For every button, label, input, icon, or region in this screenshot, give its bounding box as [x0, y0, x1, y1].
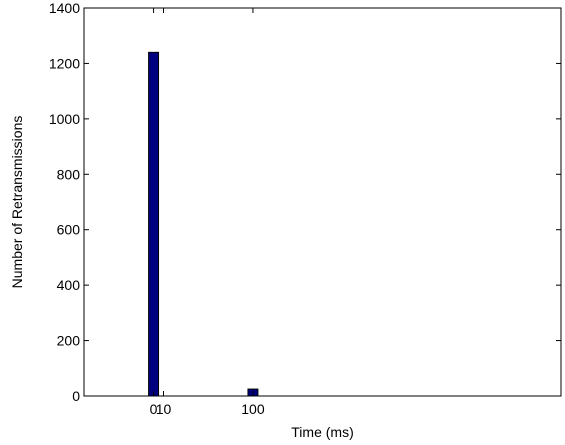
y-tick-label: 400 — [57, 277, 81, 293]
y-axis: 0 200 400 600 800 1000 1200 1400 — [49, 0, 561, 404]
plot-area — [83, 7, 562, 397]
y-tick-label: 1000 — [49, 111, 80, 127]
y-tick-label: 0 — [72, 388, 80, 404]
bars — [148, 51, 259, 397]
x-tick-label: 100 — [241, 401, 265, 417]
plot-frame — [83, 7, 562, 397]
x-tick-label: 10 — [156, 401, 172, 417]
y-axis-title: Number of Retransmissions — [9, 116, 25, 289]
bar-0 — [148, 51, 160, 397]
x-axis: 010 100 — [150, 8, 265, 417]
y-tick-label: 800 — [57, 166, 81, 182]
x-tick-label: 0 — [150, 401, 158, 417]
y-tick-label: 200 — [57, 333, 81, 349]
y-tick-label: 1200 — [49, 55, 80, 71]
y-tick-label: 1400 — [49, 0, 80, 16]
x-axis-title: Time (ms) — [291, 424, 353, 440]
y-tick-label: 600 — [57, 222, 81, 238]
